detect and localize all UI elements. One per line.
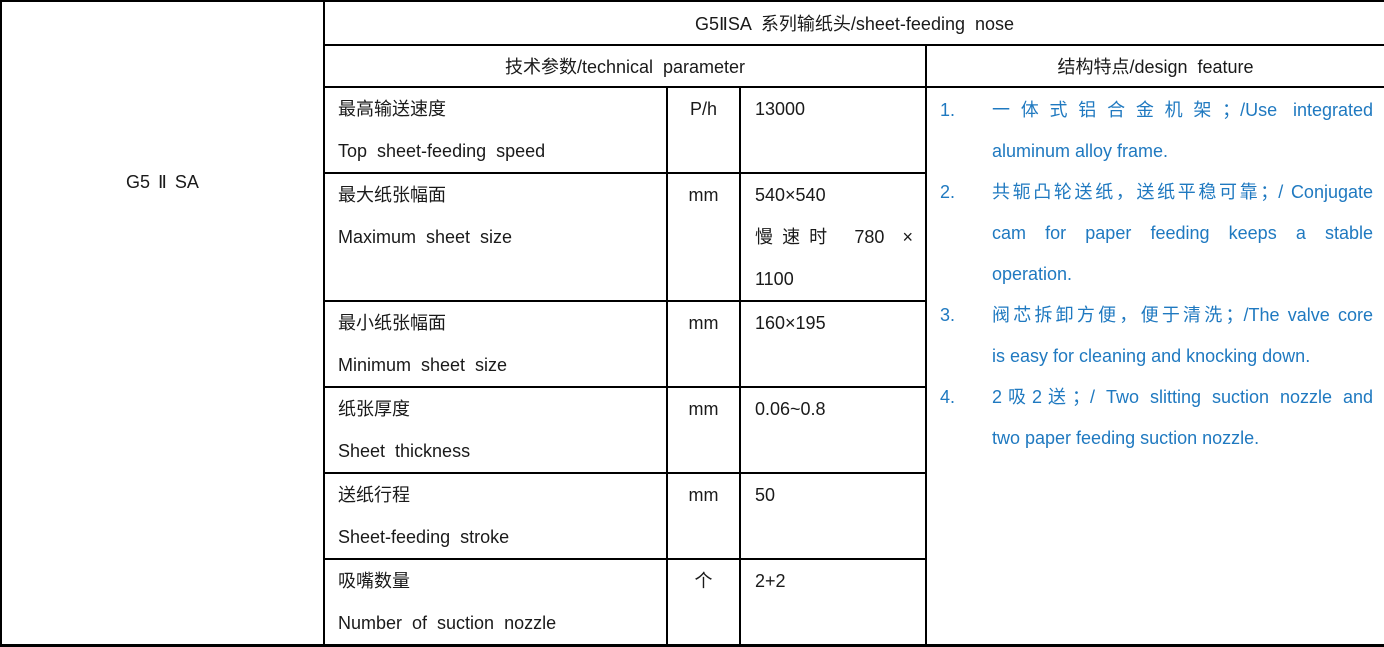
feature-number: 3.: [940, 305, 956, 325]
header-row: 技术参数/technical parameter 结构特点/design fea…: [1, 44, 1384, 88]
technical-parameter-label: 技术参数/technical parameter: [504, 57, 746, 77]
design-feature-header: 结构特点/design feature: [924, 44, 1384, 88]
param-value: 慢速时 780 ×: [755, 227, 913, 247]
series-title: G5ⅡSA 系列输纸头/sheet-feeding nose: [695, 14, 1015, 34]
param-unit-cell: P/h: [666, 86, 741, 174]
feature-text: 共轭凸轮送纸，送纸平稳可靠；/ Conjugate cam for paper …: [992, 172, 1373, 295]
param-value: 540×540: [755, 185, 826, 205]
param-name-zh: 纸张厚度: [338, 399, 410, 419]
param-value-cell: 13000: [739, 86, 927, 174]
param-unit: mm: [688, 485, 719, 505]
feature-line: 阀芯拆卸方便，便于清洗；/The valve core: [992, 305, 1374, 325]
param-name-zh: 吸嘴数量: [338, 571, 410, 591]
param-name-zh: 送纸行程: [338, 485, 410, 505]
feature-line: aluminum alloy frame.: [992, 141, 1169, 161]
feature-text: 一体式铝合金机架；/Use integrated aluminum alloy …: [992, 90, 1373, 172]
param-value-cell: 50: [739, 472, 927, 560]
param-name-en: Top sheet-feeding speed: [338, 141, 546, 161]
param-value: 1100: [755, 269, 794, 289]
param-unit-cell: mm: [666, 300, 741, 388]
param-unit: P/h: [689, 99, 718, 119]
param-unit-cell: 个: [666, 558, 741, 647]
param-name-cell: 吸嘴数量 Number of suction nozzle: [323, 558, 668, 647]
param-name-zh: 最高输送速度: [338, 99, 446, 119]
param-unit: mm: [688, 399, 719, 419]
param-name-zh: 最小纸张幅面: [338, 313, 446, 333]
feature-line: 一体式铝合金机架；/Use integrated: [992, 100, 1374, 120]
series-title-cell: G5ⅡSA 系列输纸头/sheet-feeding nose: [322, 0, 1384, 46]
param-unit: mm: [688, 185, 719, 205]
param-name-cell: 最高输送速度 Top sheet-feeding speed: [323, 86, 668, 174]
feature-item: 3. 阀芯拆卸方便，便于清洗；/The valve core is easy f…: [940, 295, 1373, 377]
param-value: 0.06~0.8: [755, 399, 826, 419]
design-feature-label: 结构特点/design feature: [1057, 57, 1254, 77]
design-features-cell: 1. 一体式铝合金机架；/Use integrated aluminum all…: [924, 86, 1384, 647]
param-value-cell: 0.06~0.8: [739, 386, 927, 474]
param-value-cell: 2+2: [739, 558, 927, 647]
param-value: 13000: [755, 99, 806, 119]
param-name-en: Number of suction nozzle: [338, 613, 557, 633]
feature-item: 2. 共轭凸轮送纸，送纸平稳可靠；/ Conjugate cam for pap…: [940, 172, 1373, 295]
param-name-en: Maximum sheet size: [338, 227, 513, 247]
feature-line: two paper feeding suction nozzle.: [992, 428, 1260, 448]
param-name-en: Minimum sheet size: [338, 355, 508, 375]
param-row-max-sheet-size: 最大纸张幅面 Maximum sheet size mm 540×540 慢速时…: [1, 172, 1384, 302]
feature-line: 共轭凸轮送纸，送纸平稳可靠；/ Conjugate: [992, 182, 1374, 202]
model-label: G5 Ⅱ SA: [126, 172, 199, 192]
param-name-cell: 纸张厚度 Sheet thickness: [323, 386, 668, 474]
feature-text: 2吸2送；/ Two slitting suction nozzle and t…: [992, 377, 1373, 459]
param-row-min-sheet-size: 最小纸张幅面 Minimum sheet size mm 160×195: [1, 300, 1384, 388]
param-row-sheet-thickness: 纸张厚度 Sheet thickness mm 0.06~0.8: [1, 386, 1384, 474]
feature-line: is easy for cleaning and knocking down.: [992, 346, 1311, 366]
feature-line: 2吸2送；/ Two slitting suction nozzle and: [992, 387, 1374, 407]
feature-number: 1.: [940, 100, 956, 120]
feature-item: 1. 一体式铝合金机架；/Use integrated aluminum all…: [940, 90, 1373, 172]
feature-text: 阀芯拆卸方便，便于清洗；/The valve core is easy for …: [992, 295, 1373, 377]
model-cell: G5 Ⅱ SA: [0, 0, 325, 647]
param-value: 50: [755, 485, 776, 505]
param-row-feeding-stroke: 送纸行程 Sheet-feeding stroke mm 50: [1, 472, 1384, 560]
feature-number: 2.: [940, 182, 956, 202]
param-name-cell: 送纸行程 Sheet-feeding stroke: [323, 472, 668, 560]
feature-line: cam for paper feeding keeps a stable: [992, 223, 1374, 243]
param-value: 2+2: [755, 571, 786, 591]
feature-item: 4. 2吸2送；/ Two slitting suction nozzle an…: [940, 377, 1373, 459]
feature-number: 4.: [940, 387, 956, 407]
feature-line: operation.: [992, 264, 1073, 284]
param-unit: mm: [688, 313, 719, 333]
param-row-top-speed: 最高输送速度 Top sheet-feeding speed P/h 13000…: [1, 86, 1384, 647]
param-value-cell: 540×540 慢速时 780 × 1100: [739, 172, 927, 302]
param-unit-cell: mm: [666, 386, 741, 474]
param-unit-cell: mm: [666, 472, 741, 560]
param-value-cell: 160×195: [739, 300, 927, 388]
technical-parameter-header: 技术参数/technical parameter: [323, 44, 927, 88]
param-unit-cell: mm: [666, 172, 741, 302]
param-name-en: Sheet-feeding stroke: [338, 527, 510, 547]
param-value: 160×195: [755, 313, 826, 333]
param-name-zh: 最大纸张幅面: [338, 185, 446, 205]
param-unit: 个: [694, 571, 713, 591]
param-name-en: Sheet thickness: [338, 441, 471, 461]
param-name-cell: 最大纸张幅面 Maximum sheet size: [323, 172, 668, 302]
param-name-cell: 最小纸张幅面 Minimum sheet size: [323, 300, 668, 388]
